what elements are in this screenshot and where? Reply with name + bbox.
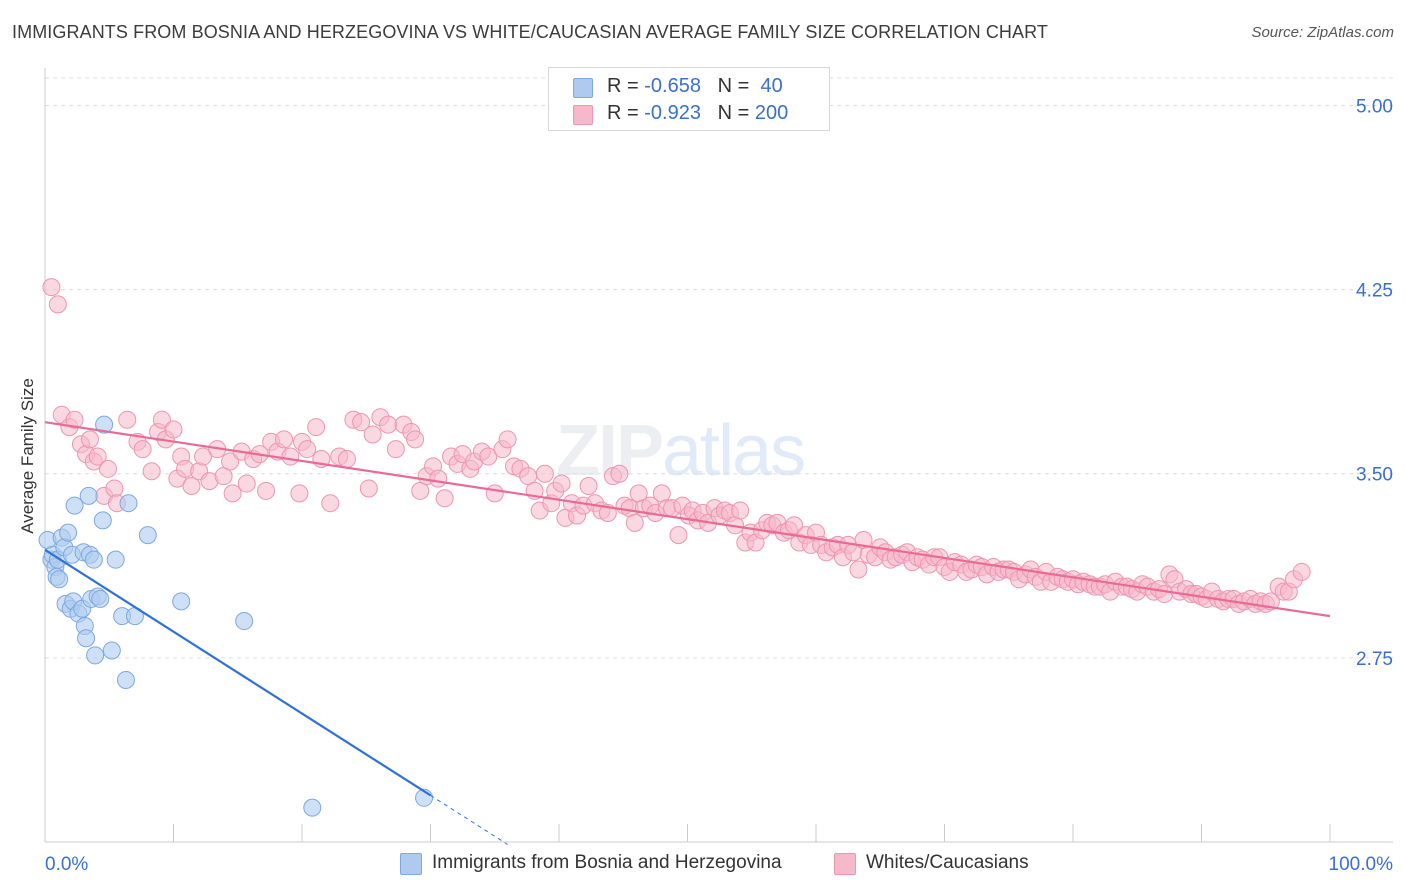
whites-point bbox=[359, 479, 378, 498]
whites-point bbox=[48, 295, 67, 314]
whites-point bbox=[257, 481, 276, 500]
bottom-legend-label-bosnia: Immigrants from Bosnia and Herzegovina bbox=[432, 852, 782, 873]
whites-point bbox=[429, 469, 448, 488]
whites-point bbox=[298, 440, 317, 459]
bosnia-point bbox=[65, 496, 84, 515]
whites-point bbox=[98, 459, 117, 478]
whites-point bbox=[105, 479, 124, 498]
whites-point bbox=[386, 440, 405, 459]
y-tick-label: 3.50 bbox=[1356, 465, 1393, 486]
bosnia-point bbox=[303, 798, 322, 817]
whites-point bbox=[731, 501, 750, 520]
whites-point bbox=[290, 484, 309, 503]
whites-point bbox=[307, 418, 326, 437]
whites-point bbox=[363, 425, 382, 444]
whites-point bbox=[42, 278, 61, 297]
whites-point bbox=[194, 447, 213, 466]
bosnia-point bbox=[95, 415, 114, 434]
bosnia-point bbox=[84, 550, 103, 569]
bosnia-point bbox=[172, 592, 191, 611]
whites-point bbox=[406, 430, 425, 449]
bosnia-point bbox=[102, 641, 121, 660]
whites-point bbox=[485, 484, 504, 503]
whites-point bbox=[221, 452, 240, 471]
y-tick-label: 2.75 bbox=[1356, 649, 1393, 670]
bosnia-point bbox=[77, 629, 96, 648]
whites-point bbox=[88, 447, 107, 466]
whites-point bbox=[435, 489, 454, 508]
y-axis-title: Average Family Size bbox=[18, 378, 37, 534]
whites-point bbox=[118, 410, 137, 429]
whites-point bbox=[321, 494, 340, 513]
bosnia-point bbox=[79, 486, 98, 505]
whites-point bbox=[80, 430, 99, 449]
whites-point bbox=[164, 420, 183, 439]
whites-point bbox=[1155, 585, 1174, 604]
bosnia-point bbox=[106, 550, 125, 569]
whites-point bbox=[498, 430, 517, 449]
y-tick-label: 4.25 bbox=[1356, 281, 1393, 302]
bottom-legend-label-whites: Whites/Caucasians bbox=[866, 852, 1029, 873]
legend-swatch-blue bbox=[573, 78, 593, 98]
bosnia-point bbox=[119, 494, 138, 513]
whites-point bbox=[223, 484, 242, 503]
whites-point bbox=[849, 560, 868, 579]
whites-point bbox=[785, 516, 804, 535]
bosnia-point bbox=[91, 589, 110, 608]
whites-point bbox=[479, 447, 498, 466]
whites-point bbox=[65, 410, 84, 429]
legend-text-bosnia: R = -0.658 N = 40 bbox=[607, 75, 783, 97]
whites-point bbox=[535, 464, 554, 483]
bosnia-point bbox=[86, 646, 105, 665]
x-tick-label: 0.0% bbox=[45, 854, 88, 875]
whites-point bbox=[337, 450, 356, 468]
whites-point bbox=[379, 415, 398, 434]
bosnia-trendline bbox=[44, 548, 432, 797]
bosnia-point bbox=[59, 523, 78, 542]
whites-point bbox=[552, 474, 571, 493]
whites-point bbox=[133, 440, 152, 459]
x-tick-label: 100.0% bbox=[1329, 854, 1394, 875]
whites-point bbox=[352, 413, 371, 432]
bosnia-trendline-extension bbox=[430, 794, 508, 845]
legend-swatch-pink bbox=[573, 105, 593, 125]
whites-point bbox=[281, 447, 300, 466]
y-tick-label: 5.00 bbox=[1356, 96, 1393, 117]
bosnia-point bbox=[235, 612, 254, 631]
whites-point bbox=[669, 526, 688, 545]
stats-legend: R = -0.658 N = 40 R = -0.923 N = 200 bbox=[548, 67, 830, 131]
whites-point bbox=[182, 477, 201, 496]
whites-point bbox=[142, 462, 161, 481]
whites-point bbox=[610, 464, 629, 483]
whites-point bbox=[152, 410, 171, 429]
bosnia-point bbox=[116, 670, 135, 689]
bosnia-point bbox=[50, 570, 69, 589]
whites-point bbox=[275, 430, 294, 449]
whites-point bbox=[1292, 562, 1311, 581]
chart-title: IMMIGRANTS FROM BOSNIA AND HERZEGOVINA V… bbox=[12, 22, 1049, 42]
watermark-atlas: atlas bbox=[662, 411, 806, 491]
bottom-legend-swatch-pink bbox=[834, 853, 856, 875]
source-label: Source: ZipAtlas.com bbox=[1251, 24, 1394, 41]
legend-text-whites: R = -0.923 N = 200 bbox=[607, 102, 789, 124]
bottom-legend-swatch-blue bbox=[400, 853, 422, 875]
whites-point bbox=[625, 513, 644, 532]
whites-trendline bbox=[44, 421, 1331, 618]
bosnia-point bbox=[93, 511, 112, 530]
whites-point bbox=[579, 477, 598, 496]
whites-point bbox=[237, 474, 256, 493]
bosnia-point bbox=[138, 526, 157, 545]
